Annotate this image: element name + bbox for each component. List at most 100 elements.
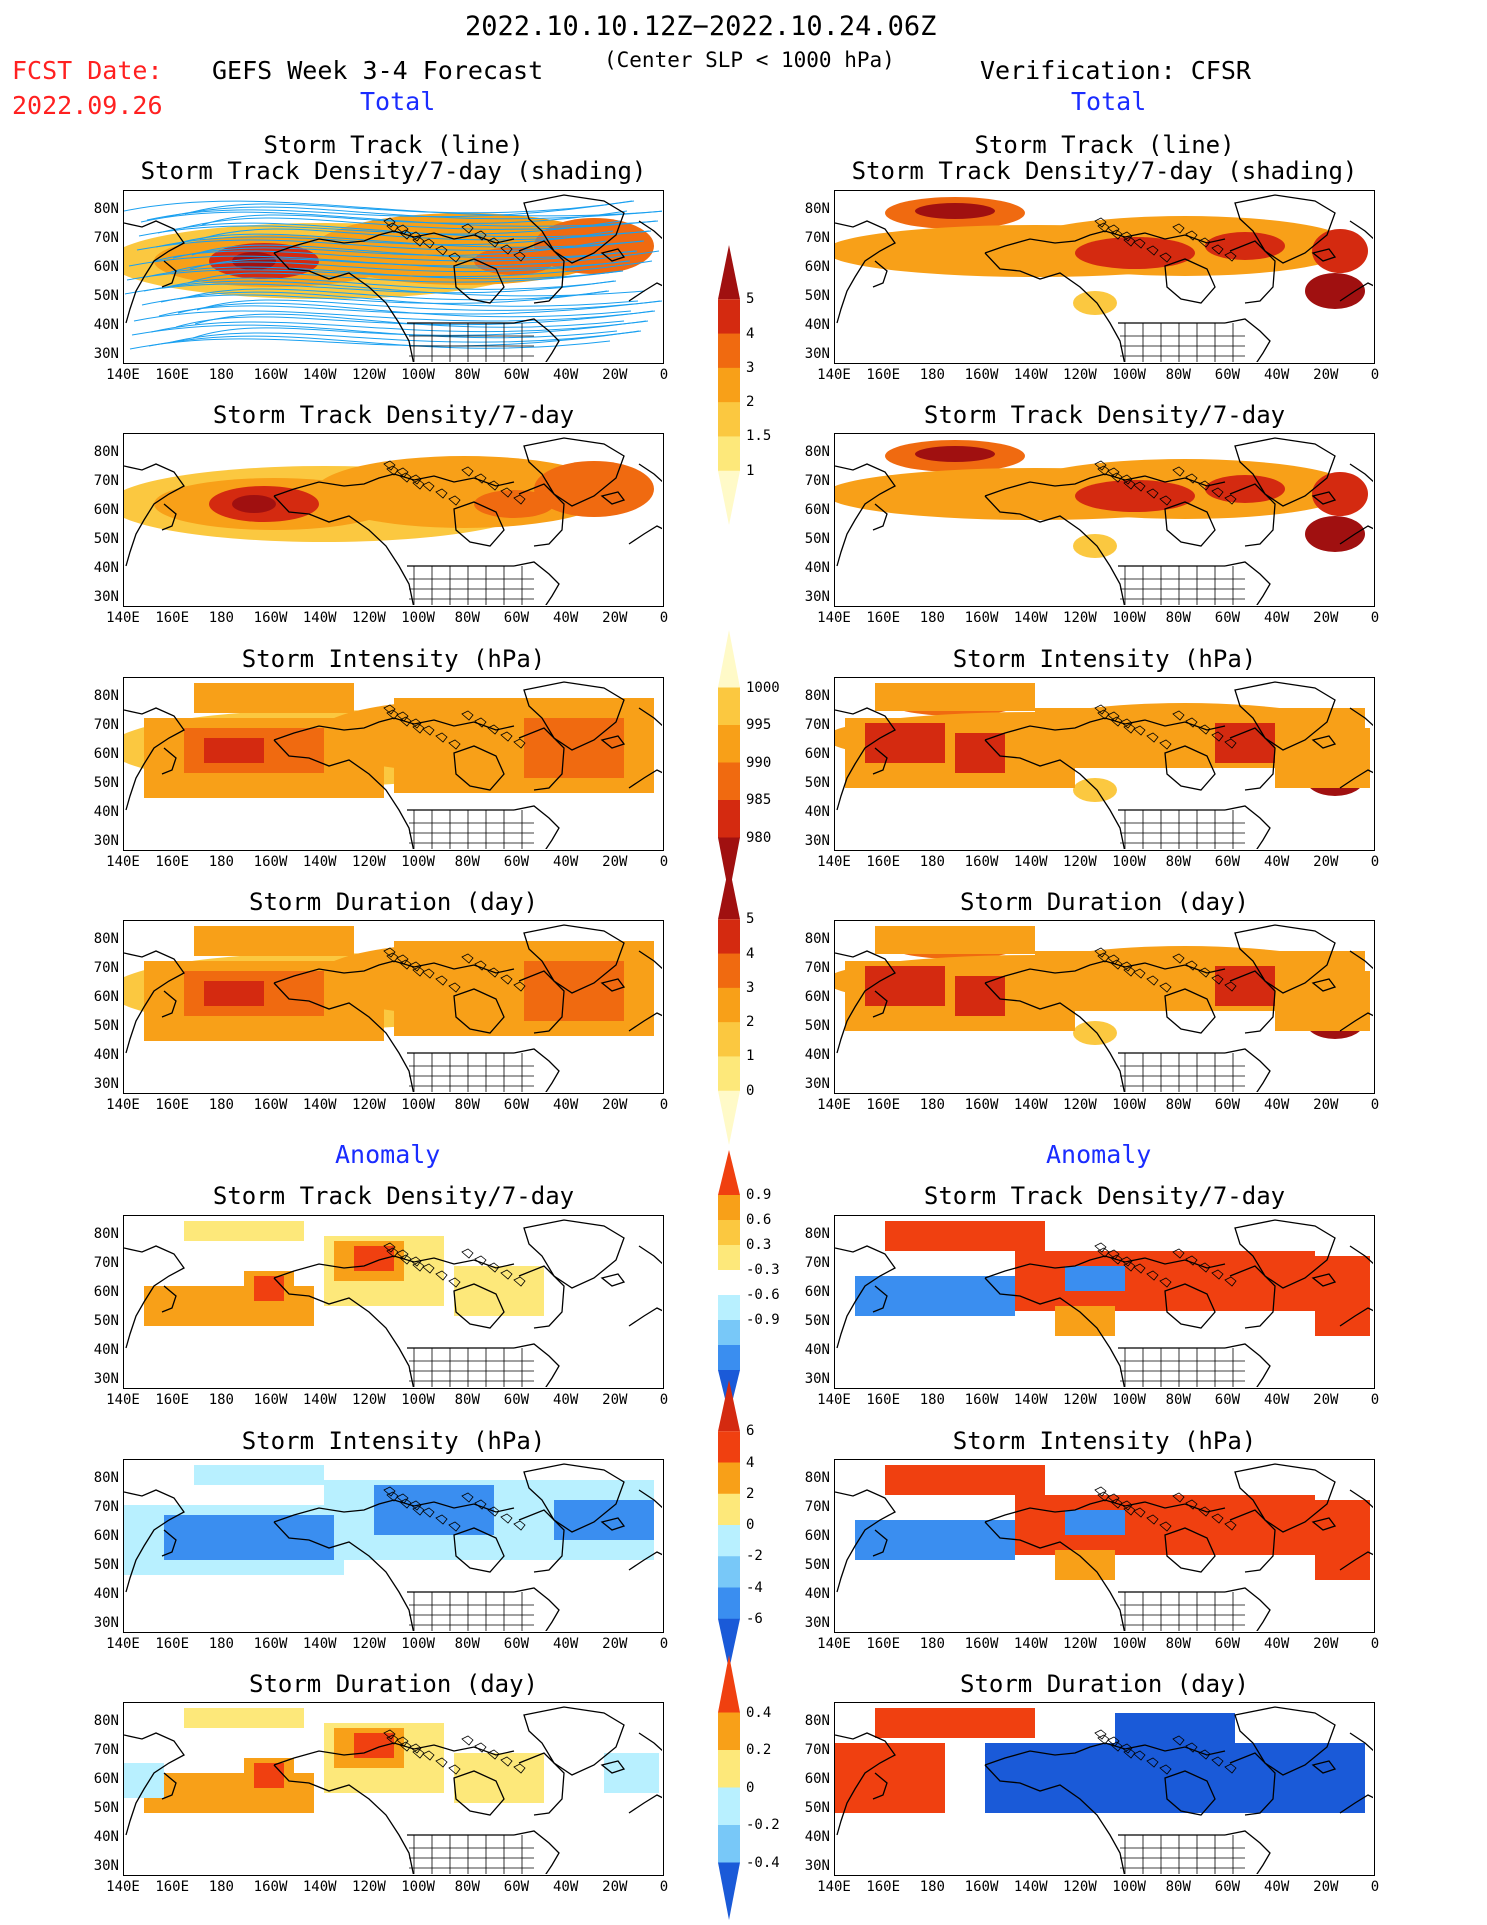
lat-tick-label: 80N [804, 1713, 830, 1729]
colorbar-swatch [718, 1431, 740, 1463]
lon-tick-label: 180 [919, 1097, 945, 1113]
panel-title: Storm Track (line) Storm Track Density/7-… [834, 132, 1375, 185]
lat-tick-label: 60N [93, 259, 119, 275]
lat-tick-label: 70N [93, 1742, 119, 1758]
panel-title: Storm Intensity (hPa) [834, 646, 1375, 673]
lon-tick-label: 40W [552, 854, 579, 870]
lon-tick-label: 100W [401, 1636, 435, 1652]
lat-tick-label: 30N [804, 589, 830, 605]
lon-tick-label: 0 [659, 367, 669, 383]
lat-tick-label: 80N [804, 688, 830, 704]
grid-cell-block [524, 718, 624, 778]
lon-tick-label: 120W [1063, 610, 1097, 626]
panel-title: Storm Duration (day) [123, 1670, 664, 1698]
colorbar-label: 0.6 [746, 1212, 772, 1228]
lon-tick-label: 20W [602, 610, 628, 626]
grid-cell-block [194, 683, 354, 713]
panel-title-line1: Storm Track Density/7-day [923, 401, 1286, 429]
lon-tick-label: 180 [208, 1636, 234, 1652]
lon-tick-label: 20W [602, 854, 628, 870]
lon-tick-label: 0 [1370, 854, 1380, 870]
fcst-date-label: FCST Date: [12, 56, 163, 85]
positive-anomaly-cell [454, 1753, 544, 1803]
panel-title-line1: Storm Track (line) [974, 131, 1235, 159]
colorbar-label: -6 [746, 1610, 763, 1627]
lon-tick-label: 40W [1263, 854, 1290, 870]
lat-tick-label: 30N [93, 1615, 119, 1631]
lon-tick-label: 140W [302, 1636, 337, 1652]
lat-tick-label: 50N [804, 1018, 830, 1034]
lon-tick-label: 140W [1013, 1097, 1048, 1113]
colorbar-label: 5 [746, 291, 755, 308]
coastline-outline [124, 1706, 662, 1874]
lon-tick-label: 160W [964, 610, 999, 626]
lon-tick-label: 160E [155, 1636, 190, 1652]
lat-tick-label: 70N [93, 1255, 119, 1271]
lat-tick-label: 60N [804, 1284, 830, 1300]
lon-tick-label: 100W [1112, 610, 1146, 626]
map-canvas [835, 194, 1373, 362]
lon-tick-label: 40W [552, 367, 579, 383]
lon-tick-label: 160E [155, 1392, 190, 1408]
colorbar-swatch [718, 436, 740, 472]
lat-tick-label: 40N [804, 1047, 830, 1063]
lon-tick-label: 20W [602, 1097, 628, 1113]
lat-tick-label: 70N [93, 717, 119, 733]
lon-tick-label: 100W [1112, 1097, 1146, 1113]
lat-tick-label: 70N [93, 1499, 119, 1515]
negative-anomaly-cell [985, 1743, 1365, 1813]
lon-tick-label: 60W [503, 854, 530, 870]
colorbar-swatch [718, 953, 740, 989]
colorbar-swatch [718, 299, 740, 335]
coastline-outline [835, 194, 1373, 362]
lon-tick-label: 140E [106, 610, 140, 626]
lon-tick-label: 0 [659, 854, 669, 870]
lon-tick-label: 40W [552, 610, 579, 626]
coastline-outline [124, 1219, 662, 1387]
lon-tick-label: 100W [1112, 1636, 1146, 1652]
total-map-panel [123, 433, 664, 607]
colorbar-label: -0.6 [746, 1287, 780, 1303]
lon-tick-label: 160W [964, 1097, 999, 1113]
colorbar-label: 2 [746, 1014, 755, 1031]
lon-tick-label: 100W [401, 854, 435, 870]
lon-tick-label: 20W [1313, 1879, 1339, 1895]
lat-tick-label: 70N [804, 1742, 830, 1758]
lon-tick-label: 160W [253, 1097, 288, 1113]
map-canvas [124, 681, 662, 849]
total-map-panel [123, 920, 664, 1094]
panel-title-line1: Storm Duration (day) [249, 1670, 538, 1698]
lat-tick-label: 60N [93, 1284, 119, 1300]
colorbar-label: 6 [746, 1423, 755, 1440]
lat-tick-label: 80N [804, 931, 830, 947]
lat-tick-label: 70N [804, 717, 830, 733]
colorbar-label: 0 [746, 1779, 755, 1796]
colorbar-swatch [718, 1712, 740, 1751]
section-anomaly-right: Anomaly [1046, 1140, 1152, 1169]
colorbar [718, 630, 740, 895]
lon-tick-label: 160W [964, 1636, 999, 1652]
map-canvas [124, 1706, 662, 1874]
lon-tick-label: 140W [302, 854, 337, 870]
colorbar-swatch [718, 1493, 740, 1526]
panel-title: Storm Duration (day) [834, 889, 1375, 916]
section-total-left: Total [360, 87, 436, 116]
lat-tick-label: 50N [93, 531, 119, 547]
negative-anomaly-cell [1065, 1510, 1125, 1535]
lon-tick-label: 100W [401, 1392, 435, 1408]
colorbar-swatch [718, 1787, 740, 1826]
negative-anomaly-cell [194, 1465, 324, 1485]
lon-tick-label: 180 [919, 1636, 945, 1652]
grid-cell-block [865, 723, 945, 763]
section-total-right: Total [1071, 87, 1147, 116]
lat-tick-label: 70N [804, 1255, 830, 1271]
grid-cell-block [875, 683, 1035, 711]
colorbar-swatch [718, 1150, 740, 1195]
panel-title: Storm Intensity (hPa) [123, 646, 664, 673]
lat-tick-label: 60N [804, 502, 830, 518]
lat-tick-label: 40N [804, 560, 830, 576]
lon-tick-label: 160E [155, 367, 190, 383]
lon-tick-label: 140E [106, 367, 140, 383]
grid-cell-block [1215, 966, 1275, 1006]
density-region-outer [1073, 1021, 1117, 1045]
